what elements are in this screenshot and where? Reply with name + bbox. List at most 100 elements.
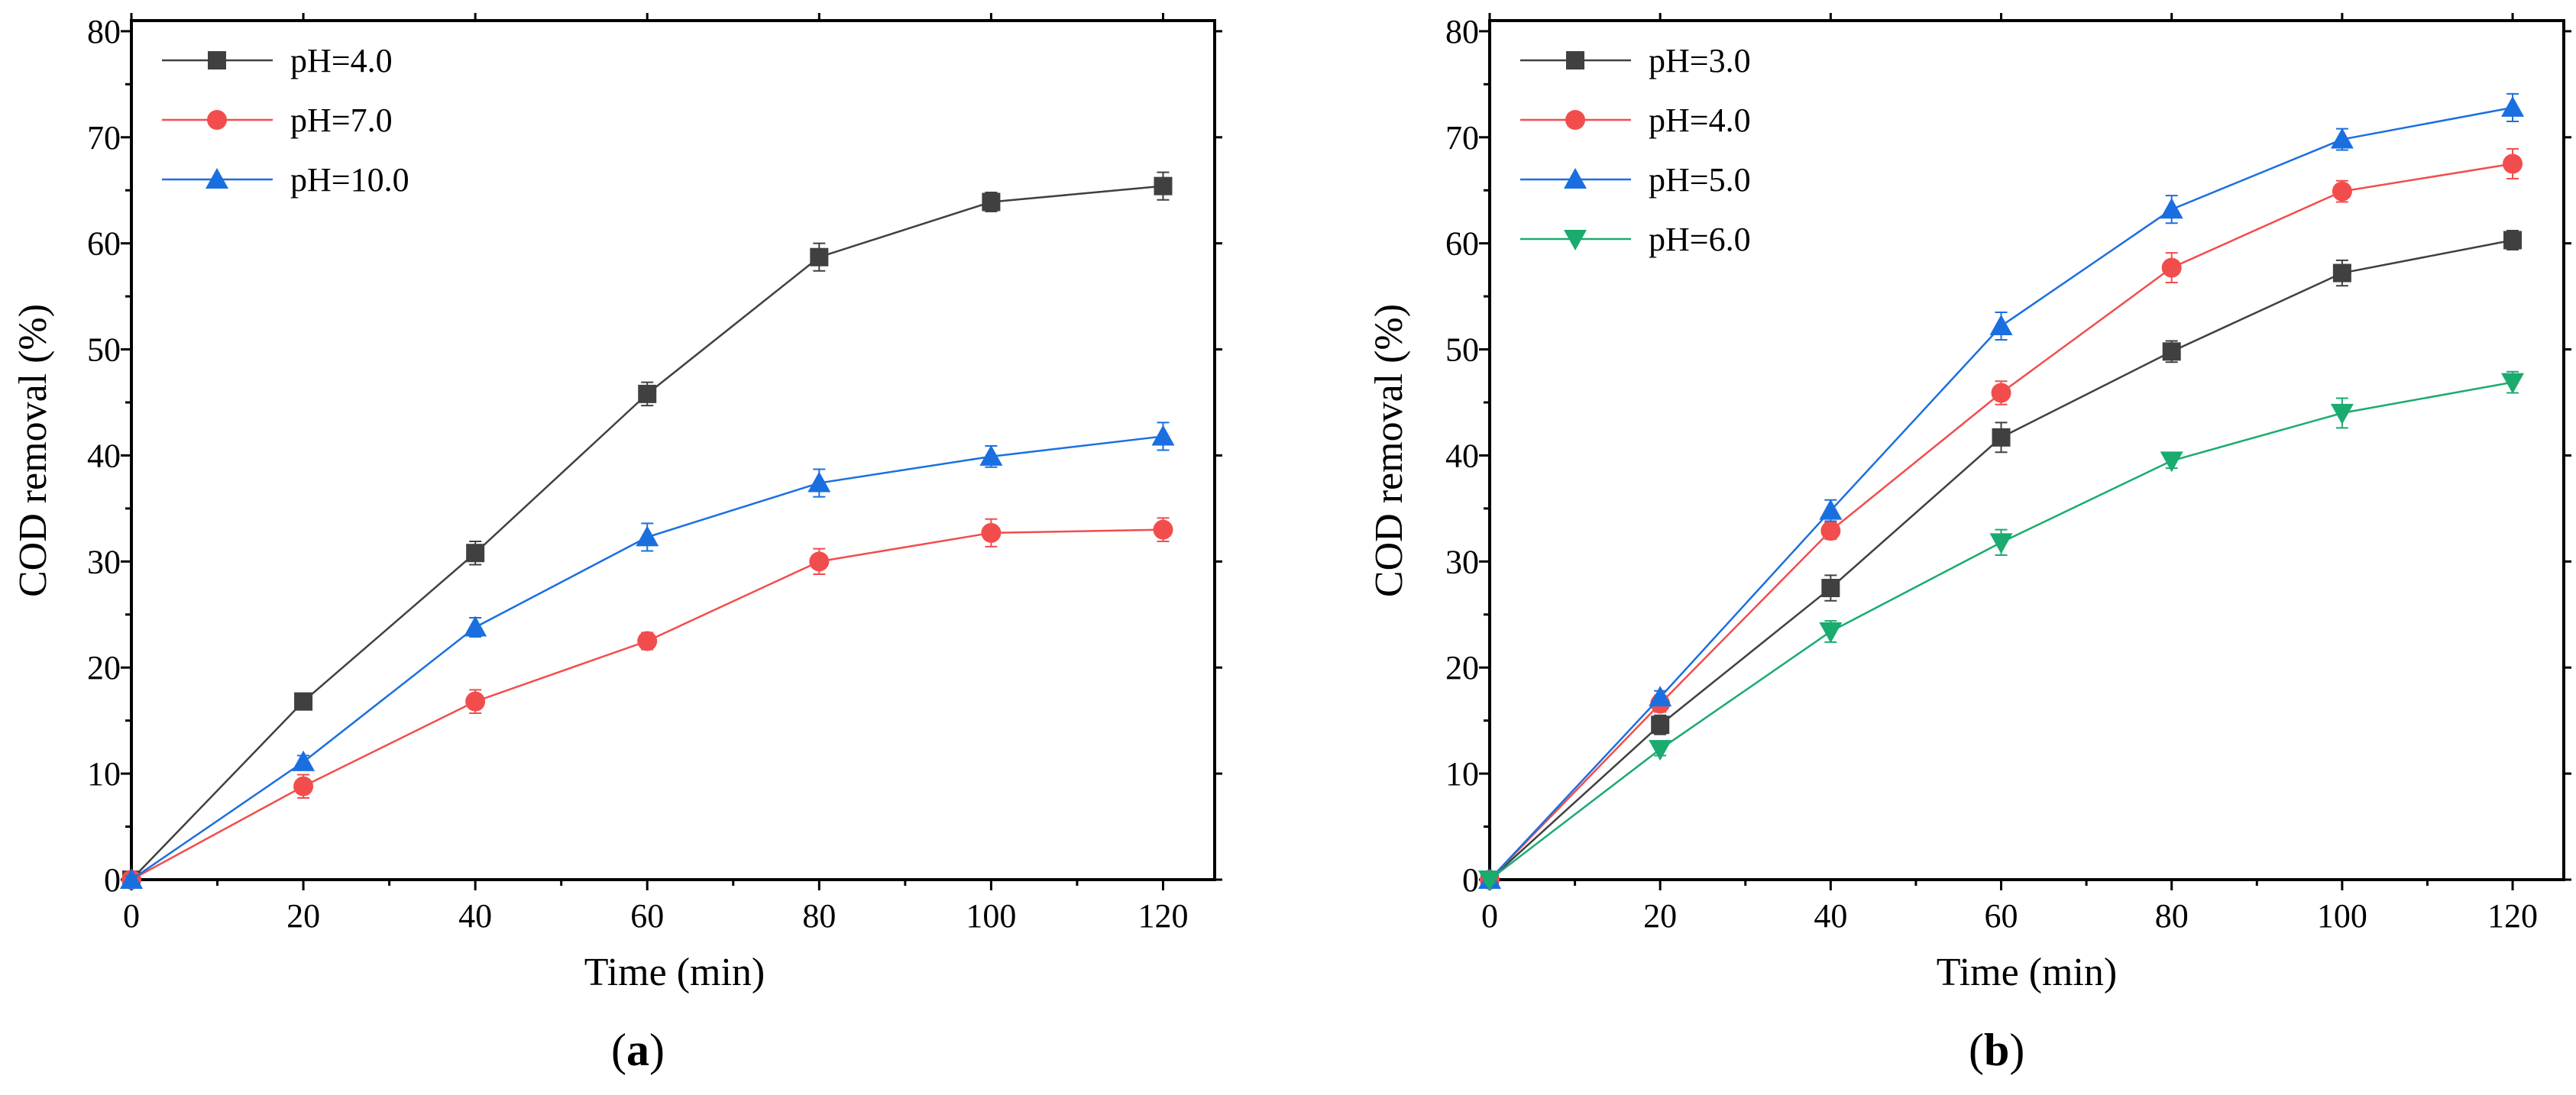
data-point (1478, 871, 1501, 891)
x-tick-label: 40 (1814, 897, 1847, 935)
legend-label: pH=5.0 (1649, 161, 1751, 199)
data-point (982, 192, 1001, 212)
y-tick-label: 60 (1445, 225, 1479, 263)
y-tick-label: 40 (1445, 437, 1479, 474)
y-tick-label: 30 (1445, 543, 1479, 580)
data-point (2160, 198, 2183, 219)
y-tick-label: 50 (1445, 331, 1479, 369)
series-line (1489, 106, 2513, 880)
data-point (2332, 181, 2352, 202)
data-point (809, 551, 830, 572)
panel-label-close: ) (2009, 1025, 2024, 1075)
data-point (1819, 622, 1843, 643)
data-point (464, 615, 487, 637)
legend-marker (207, 110, 227, 130)
data-point (1821, 579, 1840, 598)
y-tick-label: 80 (1445, 13, 1479, 50)
series-pH-4-0 (1480, 148, 2523, 890)
panel-label-open: ( (611, 1025, 626, 1075)
panel-b: 0 20 40 60 80 100 120 0 10 20 30 40 50 60 70 80 Time (mi… (1367, 13, 2571, 1075)
y-tick-label: 70 (87, 119, 121, 157)
x-tick-label: 0 (123, 897, 140, 935)
data-point (979, 444, 1003, 466)
legend-marker (1564, 168, 1587, 189)
panel-a: 0 20 40 60 80 100 120 0 10 20 30 40 50 60 70 80 Time (mi… (11, 13, 1222, 1075)
x-axis-label: Time (min) (584, 951, 765, 994)
y-tick-label: 0 (1462, 861, 1479, 899)
data-point (1989, 533, 2013, 554)
legend-marker (1565, 110, 1585, 130)
data-point (466, 544, 485, 563)
data-point (981, 522, 1002, 543)
data-point (1819, 499, 1843, 520)
legend-label: pH=6.0 (1649, 221, 1751, 258)
data-point (1153, 519, 1173, 540)
legend-item: pH=10.0 (162, 161, 409, 199)
data-point (2501, 373, 2525, 394)
data-point (294, 692, 313, 711)
data-point (1151, 425, 1175, 446)
legend-label: pH=10.0 (290, 161, 409, 199)
x-tick-label: 60 (1985, 897, 2018, 935)
data-point (807, 471, 831, 493)
legend-item: pH=7.0 (162, 102, 393, 139)
y-axis-label: COD removal (%) (11, 304, 55, 597)
panel-label: (a) (611, 1025, 665, 1075)
y-tick-label: 70 (1445, 119, 1479, 157)
data-point (2160, 451, 2183, 473)
data-point (1991, 383, 2011, 403)
data-point (1649, 686, 1672, 707)
y-tick-label: 50 (87, 331, 121, 369)
series-pH-3-0 (1481, 230, 2523, 889)
x-tick-label: 20 (1643, 897, 1677, 935)
legend-item: pH=3.0 (1520, 42, 1751, 79)
legend-marker (1564, 230, 1587, 250)
legend-marker (1566, 51, 1584, 69)
data-point (1989, 315, 2013, 335)
y-tick-label: 30 (87, 543, 121, 580)
legend-marker (208, 51, 226, 69)
data-point (1649, 740, 1672, 761)
data-point (810, 247, 829, 266)
data-point (292, 750, 316, 771)
plot-frame (1488, 19, 2565, 881)
y-tick-label: 10 (1445, 755, 1479, 793)
series-line (1489, 163, 2513, 880)
data-point (465, 691, 486, 712)
legend-label: pH=7.0 (290, 102, 393, 139)
legend-label: pH=4.0 (1649, 102, 1751, 139)
data-point (2332, 263, 2351, 283)
data-point (1820, 521, 1841, 541)
legend-label: pH=4.0 (290, 42, 393, 79)
series-pH-6-0 (1478, 370, 2525, 891)
x-tick-label: 100 (966, 897, 1016, 935)
data-point (2503, 153, 2523, 174)
data-point (293, 776, 314, 796)
y-tick-label: 60 (87, 225, 121, 263)
data-point (120, 868, 143, 889)
data-point (1992, 428, 2011, 447)
series-pH-4-0 (122, 171, 1173, 889)
data-point (638, 384, 657, 403)
y-tick-label: 80 (87, 13, 121, 50)
panel-label: (b) (1969, 1025, 2024, 1075)
legend-item: pH=6.0 (1520, 221, 1751, 258)
series-line (1489, 381, 2513, 880)
x-tick-label: 40 (458, 897, 492, 935)
y-tick-label: 10 (87, 755, 121, 793)
series-pH-5-0 (1478, 92, 2525, 889)
legend-item: pH=4.0 (162, 42, 393, 79)
data-point (2503, 231, 2523, 250)
x-tick-label: 60 (630, 897, 664, 935)
y-tick-label: 40 (87, 437, 121, 474)
legend-item: pH=5.0 (1520, 161, 1751, 199)
data-point (2162, 342, 2181, 361)
x-axis-label: Time (min) (1937, 951, 2117, 994)
y-tick-label: 20 (1445, 649, 1479, 686)
x-tick-label: 100 (2317, 897, 2367, 935)
x-tick-label: 80 (802, 897, 836, 935)
panel-label-close: ) (649, 1025, 665, 1075)
x-tick-label: 80 (2155, 897, 2189, 935)
legend-label: pH=3.0 (1649, 42, 1751, 79)
